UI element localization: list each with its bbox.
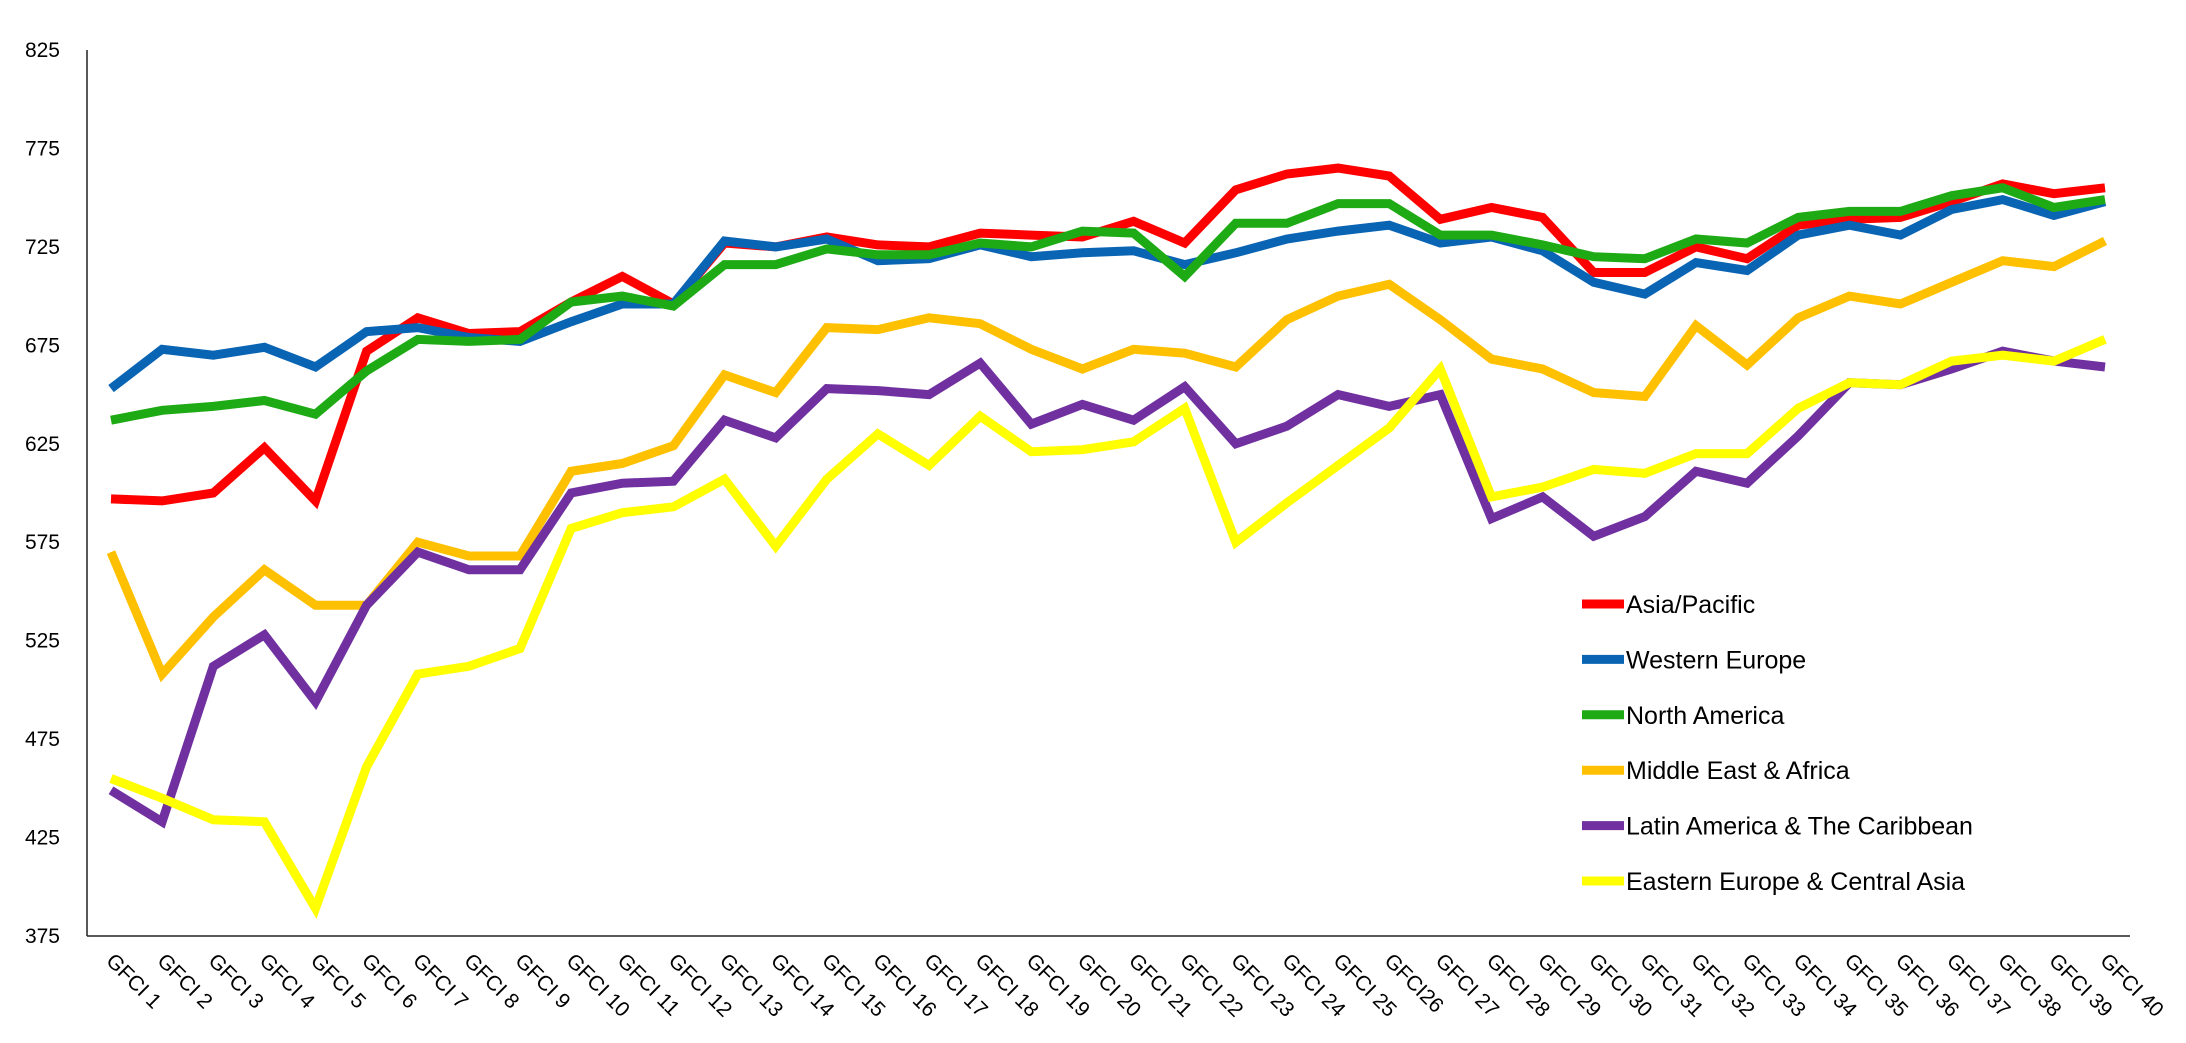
series-line — [108, 346, 2106, 829]
y-tick-label: 625 — [25, 433, 60, 456]
legend-item: Middle East & Africa — [1582, 757, 1850, 785]
x-tick-label: GFCI 3 — [204, 949, 268, 1013]
legend: Asia/Pacific Western Europe North America M… — [1582, 591, 1973, 896]
y-tick-label: 725 — [25, 236, 60, 259]
legend-label: Middle East & Africa — [1626, 757, 1850, 785]
series-line — [108, 194, 2107, 393]
series-line — [106, 236, 2108, 683]
y-tick-label: 575 — [25, 531, 60, 554]
legend-label: Eastern Europe & Central Asia — [1626, 868, 1965, 896]
x-tick-label: GFCI 1 — [101, 949, 165, 1013]
legend-label: Asia/Pacific — [1626, 591, 1755, 619]
legend-item: North America — [1582, 702, 1784, 730]
legend-item: Eastern Europe & Central Asia — [1582, 868, 1965, 896]
y-tick-label: 475 — [25, 728, 60, 751]
x-tick-label: GFCI 5 — [306, 949, 370, 1013]
series-line — [109, 335, 2107, 919]
y-tick-label: 525 — [25, 630, 60, 653]
legend-item: Asia/Pacific — [1582, 591, 1755, 619]
x-tick-label: GFCI 4 — [255, 949, 319, 1013]
y-tick-label: 425 — [25, 827, 60, 850]
y-tick-label: 825 — [25, 39, 60, 62]
legend-item: Latin America & The Caribbean — [1582, 813, 1973, 841]
x-tick-label: GFCI 8 — [459, 949, 523, 1013]
y-axis-ticks: 375 425 475 525 575 625 675 725 775 825 — [25, 39, 60, 948]
series-lines — [106, 163, 2108, 919]
x-tick-label: GFCI 7 — [408, 949, 472, 1013]
legend-label: North America — [1626, 702, 1784, 730]
y-tick-label: 775 — [25, 137, 60, 160]
x-tick-label: GFCI 6 — [357, 949, 421, 1013]
series-line — [110, 183, 2106, 425]
chart-axes — [86, 50, 2130, 937]
legend-item: Western Europe — [1582, 646, 1806, 674]
x-tick-label: GFCI 9 — [510, 949, 574, 1013]
y-tick-label: 375 — [25, 925, 60, 948]
y-tick-label: 675 — [25, 334, 60, 357]
x-tick-label: GFCI 2 — [153, 949, 217, 1013]
legend-label: Latin America & The Caribbean — [1626, 813, 1973, 841]
legend-label: Western Europe — [1626, 646, 1806, 674]
